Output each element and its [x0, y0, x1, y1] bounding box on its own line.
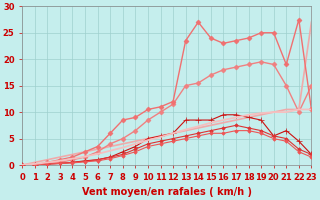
X-axis label: Vent moyen/en rafales ( km/h ): Vent moyen/en rafales ( km/h ) [82, 187, 252, 197]
